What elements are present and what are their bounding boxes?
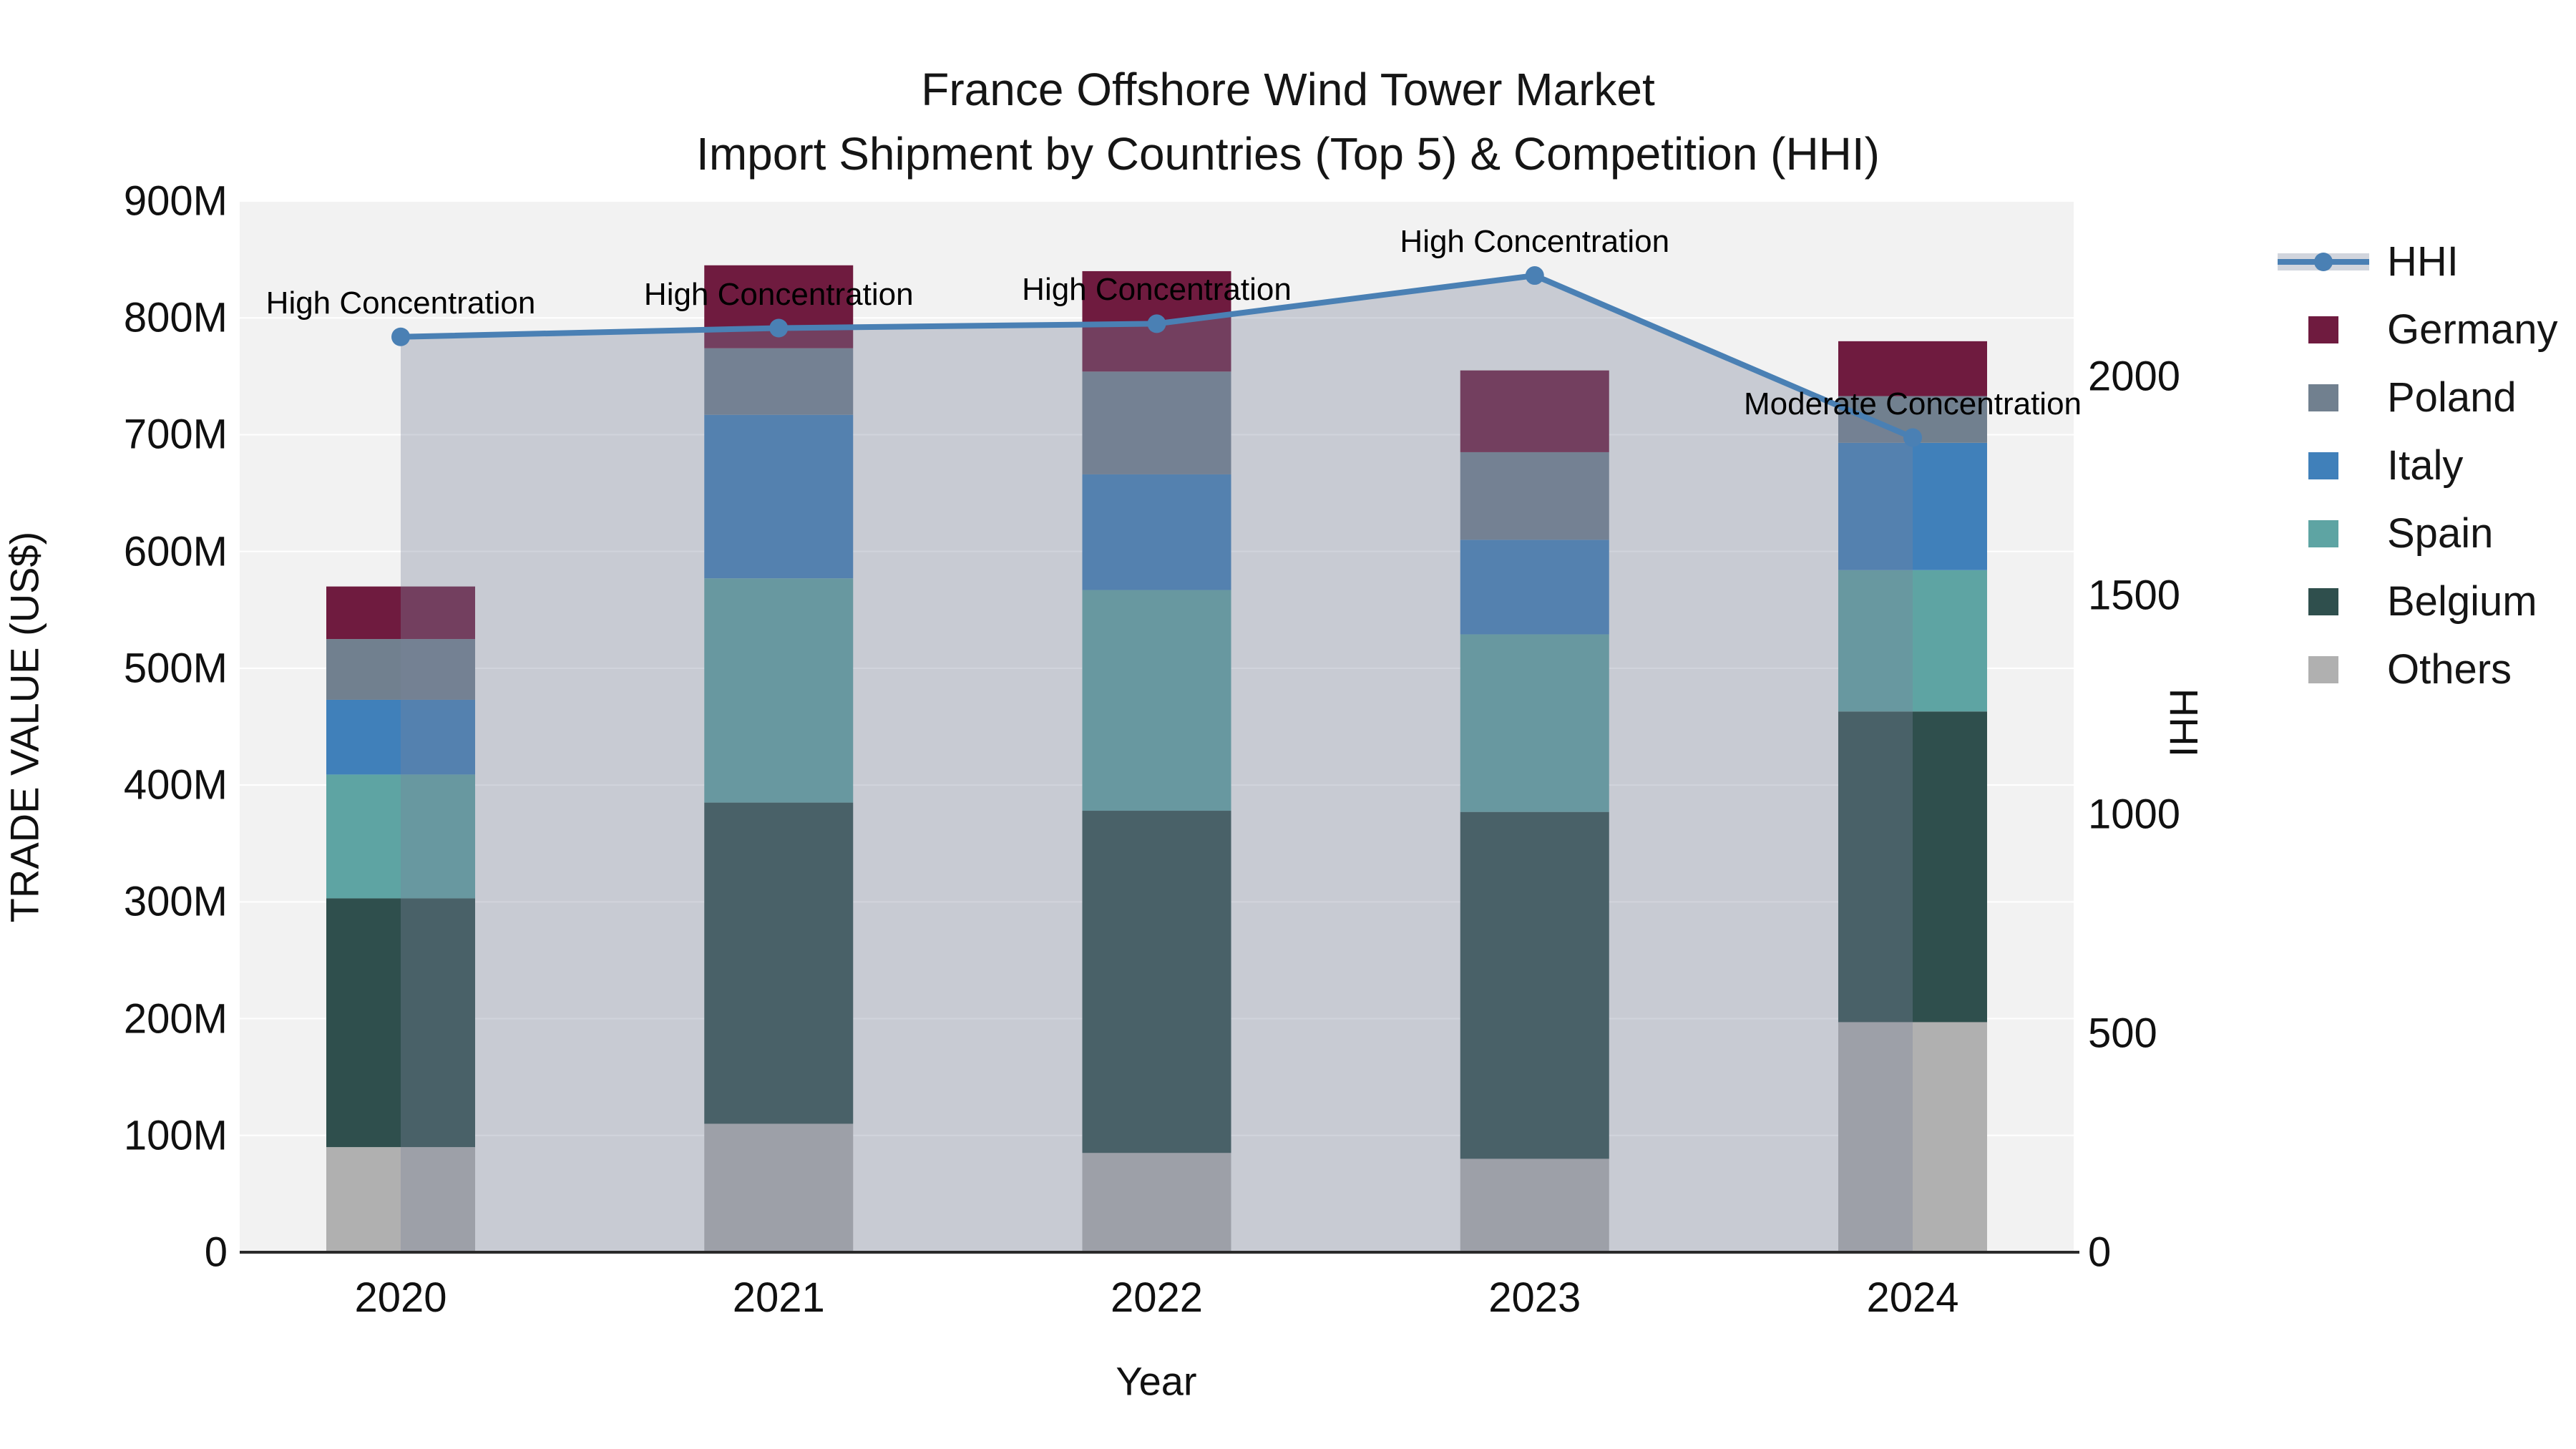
hhi-marker-2022[interactable] [1147, 314, 1166, 333]
bar-segment-germany-2023[interactable] [1460, 370, 1609, 452]
y-left-tick-300M: 300M [123, 878, 228, 925]
y-right-tick-0: 0 [2088, 1229, 2112, 1276]
x-axis-title: Year [1116, 1358, 1197, 1404]
chart-title-line1: France Offshore Wind Tower Market [921, 64, 1655, 115]
legend-item-italy[interactable]: Italy [2270, 431, 2558, 499]
y-left-tick-700M: 700M [123, 411, 228, 458]
bar-segment-others-2020[interactable] [326, 1147, 475, 1252]
hhi-marker-2023[interactable] [1525, 266, 1544, 286]
bar-segment-italy-2022[interactable] [1082, 474, 1231, 590]
bar-segment-spain-2022[interactable] [1082, 590, 1231, 811]
bar-segment-italy-2023[interactable] [1460, 540, 1609, 635]
hhi-line-icon [2270, 252, 2377, 271]
y-left-tick-500M: 500M [123, 645, 228, 692]
bar-segment-others-2022[interactable] [1082, 1153, 1231, 1252]
bar-segment-belgium-2020[interactable] [326, 898, 475, 1148]
y-left-tick-200M: 200M [123, 995, 228, 1043]
bar-segment-spain-2021[interactable] [704, 578, 854, 803]
bar-segment-spain-2023[interactable] [1460, 634, 1609, 812]
annotation-2023: High Concentration [1400, 224, 1670, 260]
spain-swatch-icon [2270, 519, 2377, 547]
belgium-swatch-icon [2270, 587, 2377, 615]
y-axis-title-right: HHI [2161, 688, 2207, 758]
italy-swatch-icon [2270, 452, 2377, 479]
bar-segment-poland-2023[interactable] [1460, 452, 1609, 540]
x-tick-2020: 2020 [354, 1274, 447, 1321]
bar-segment-belgium-2023[interactable] [1460, 811, 1609, 1159]
hhi-marker-2024[interactable] [1903, 428, 1922, 447]
bar-segment-poland-2020[interactable] [326, 639, 475, 700]
y-right-tick-1500: 1500 [2088, 572, 2181, 619]
legend-item-belgium[interactable]: Belgium [2270, 567, 2558, 635]
y-left-tick-900M: 900M [123, 177, 228, 225]
bar-segment-poland-2022[interactable] [1082, 371, 1231, 474]
bar-segment-italy-2024[interactable] [1838, 442, 1987, 570]
legend-label: Germany [2387, 306, 2558, 353]
legend-item-others[interactable]: Others [2270, 635, 2558, 703]
legend-label: Poland [2387, 374, 2517, 421]
bar-segment-germany-2024[interactable] [1838, 341, 1987, 396]
legend-item-germany[interactable]: Germany [2270, 296, 2558, 364]
hhi-area-fill [401, 275, 1913, 1252]
bar-segment-belgium-2021[interactable] [704, 802, 854, 1124]
legend-item-spain[interactable]: Spain [2270, 499, 2558, 567]
hhi-marker-2020[interactable] [391, 327, 410, 346]
bar-segment-others-2024[interactable] [1838, 1022, 1987, 1252]
hhi-marker-2021[interactable] [769, 318, 789, 338]
annotation-2024: Moderate Concentration [1743, 386, 2082, 421]
bar-segment-spain-2020[interactable] [326, 774, 475, 899]
legend-item-hhi[interactable]: HHI [2270, 228, 2558, 296]
bar-segment-others-2023[interactable] [1460, 1158, 1609, 1252]
x-tick-2021: 2021 [732, 1274, 825, 1321]
legend-label: Spain [2387, 510, 2494, 557]
x-tick-2023: 2023 [1488, 1274, 1581, 1321]
bar-segment-belgium-2024[interactable] [1838, 711, 1987, 1023]
y-left-tick-600M: 600M [123, 528, 228, 575]
bar-segment-italy-2021[interactable] [704, 414, 854, 579]
legend-label: HHI [2387, 238, 2459, 285]
y-left-tick-0: 0 [204, 1229, 228, 1276]
y-right-tick-1000: 1000 [2088, 791, 2181, 838]
others-swatch-icon [2270, 655, 2377, 683]
y-left-tick-100M: 100M [123, 1112, 228, 1159]
bar-segment-germany-2020[interactable] [326, 586, 475, 640]
bar-segment-spain-2024[interactable] [1838, 570, 1987, 712]
bar-segment-others-2021[interactable] [704, 1123, 854, 1252]
bar-segment-belgium-2022[interactable] [1082, 811, 1231, 1153]
x-tick-2024: 2024 [1866, 1274, 1959, 1321]
y-right-tick-2000: 2000 [2088, 353, 2181, 400]
y-left-tick-400M: 400M [123, 761, 228, 809]
chart-title-line2: Import Shipment by Countries (Top 5) & C… [696, 128, 1880, 180]
bar-segment-italy-2020[interactable] [326, 699, 475, 775]
legend-item-poland[interactable]: Poland [2270, 364, 2558, 431]
legend-label: Belgium [2387, 578, 2537, 625]
poland-swatch-icon [2270, 384, 2377, 411]
y-right-tick-500: 500 [2088, 1010, 2157, 1057]
germany-swatch-icon [2270, 316, 2377, 343]
y-left-tick-800M: 800M [123, 294, 228, 341]
legend-label: Others [2387, 646, 2512, 693]
bar-segment-poland-2021[interactable] [704, 348, 854, 415]
legend-label: Italy [2387, 442, 2464, 489]
legend: HHI Germany Poland Italy Spain Belgium Others [2270, 228, 2558, 703]
annotation-2021: High Concentration [643, 276, 914, 312]
annotation-2020: High Concentration [265, 285, 536, 321]
annotation-2022: High Concentration [1022, 272, 1292, 308]
y-axis-title-left: TRADE VALUE (US$) [1, 531, 47, 923]
x-tick-2022: 2022 [1110, 1274, 1204, 1321]
